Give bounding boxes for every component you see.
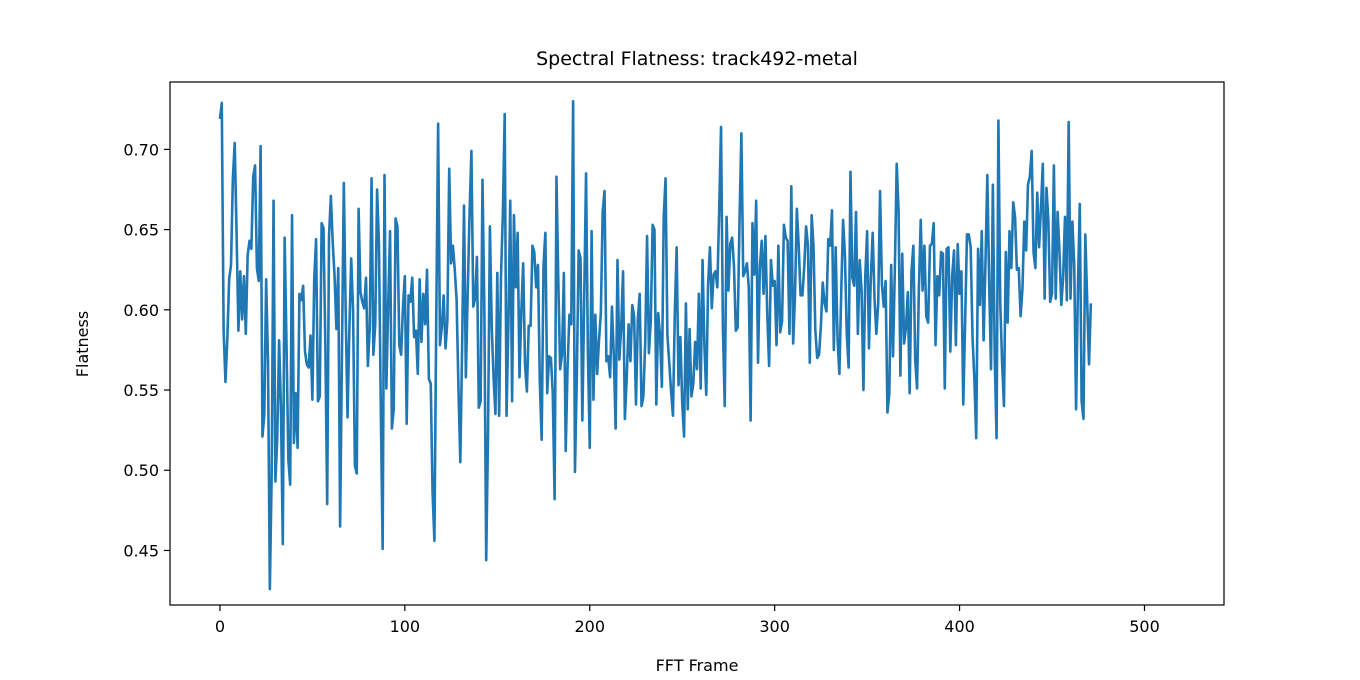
y-tick-label: 0.65 [123, 221, 159, 240]
y-tick-label: 0.60 [123, 301, 159, 320]
series-line-0 [218, 99, 1093, 591]
x-axis-ticks: 0 100 200 300 400 500 [215, 605, 1160, 636]
y-axis-ticks: 0.45 0.50 0.55 0.60 0.65 0.70 [123, 140, 170, 560]
x-tick-label: 100 [390, 617, 421, 636]
y-tick-label: 0.45 [123, 541, 159, 560]
x-tick-label: 300 [759, 617, 790, 636]
plot-area [169, 81, 1225, 606]
axes-frame [169, 81, 1225, 606]
x-tick-label: 500 [1129, 617, 1160, 636]
x-axis-label: FFT Frame [656, 656, 739, 675]
y-tick-label: 0.70 [123, 140, 159, 159]
x-tick-label: 200 [574, 617, 605, 636]
series-layer [218, 99, 1093, 591]
y-tick-label: 0.50 [123, 461, 159, 480]
y-tick-label: 0.55 [123, 381, 159, 400]
x-tick-label: 0 [215, 617, 225, 636]
x-tick-label: 400 [944, 617, 975, 636]
chart-title: Spectral Flatness: track492-metal [536, 48, 858, 70]
y-axis-label: Flatness [73, 311, 92, 377]
